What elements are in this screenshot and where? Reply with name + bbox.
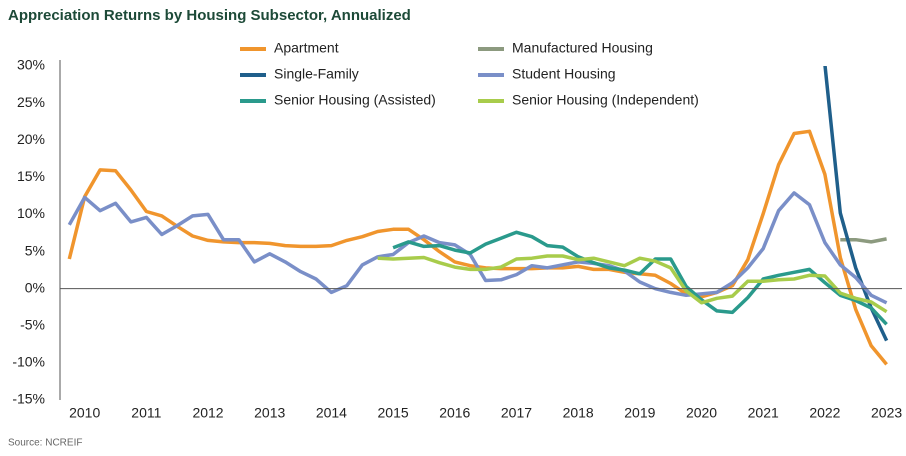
x-tick-label: 2020 bbox=[686, 405, 717, 421]
y-tick-label: 30% bbox=[17, 57, 45, 73]
x-tick-label: 2017 bbox=[501, 405, 532, 421]
x-tick-label: 2010 bbox=[69, 405, 100, 421]
legend-label: Student Housing bbox=[512, 66, 616, 82]
series-line bbox=[392, 230, 888, 326]
y-tick-label: 5% bbox=[25, 242, 45, 258]
y-tick-label: 10% bbox=[17, 205, 45, 221]
plot-area bbox=[67, 66, 889, 366]
x-tick-label: 2022 bbox=[809, 405, 840, 421]
legend-label: Apartment bbox=[274, 40, 339, 56]
x-tick-label: 2015 bbox=[378, 405, 409, 421]
x-tick-label: 2013 bbox=[254, 405, 285, 421]
chart-title: Appreciation Returns by Housing Subsecto… bbox=[8, 7, 411, 24]
source-note: Source: NCREIF bbox=[8, 438, 82, 449]
y-tick-label: -10% bbox=[12, 354, 45, 370]
series-line bbox=[67, 191, 888, 305]
x-tick-label: 2018 bbox=[563, 405, 594, 421]
x-tick-label: 2014 bbox=[316, 405, 347, 421]
x-tick-label: 2011 bbox=[131, 405, 161, 421]
y-tick-label: 20% bbox=[17, 131, 45, 147]
x-tick-label: 2016 bbox=[439, 405, 470, 421]
y-tick-label: 15% bbox=[17, 168, 45, 184]
legend-label: Senior Housing (Independent) bbox=[512, 92, 699, 108]
series-line bbox=[377, 254, 888, 314]
legend-label: Manufactured Housing bbox=[512, 40, 653, 56]
series-line bbox=[823, 66, 889, 342]
legend-label: Single-Family bbox=[274, 66, 359, 82]
x-tick-label: 2012 bbox=[192, 405, 223, 421]
legend-label: Senior Housing (Assisted) bbox=[274, 92, 436, 108]
y-tick-label: -15% bbox=[12, 391, 45, 407]
y-tick-label: 0% bbox=[25, 279, 45, 295]
x-tick-label: 2019 bbox=[624, 405, 655, 421]
y-tick-label: 25% bbox=[17, 94, 45, 110]
y-tick-label: -5% bbox=[20, 316, 45, 332]
x-tick-label: 2023 bbox=[871, 405, 902, 421]
x-tick-label: 2021 bbox=[748, 405, 779, 421]
